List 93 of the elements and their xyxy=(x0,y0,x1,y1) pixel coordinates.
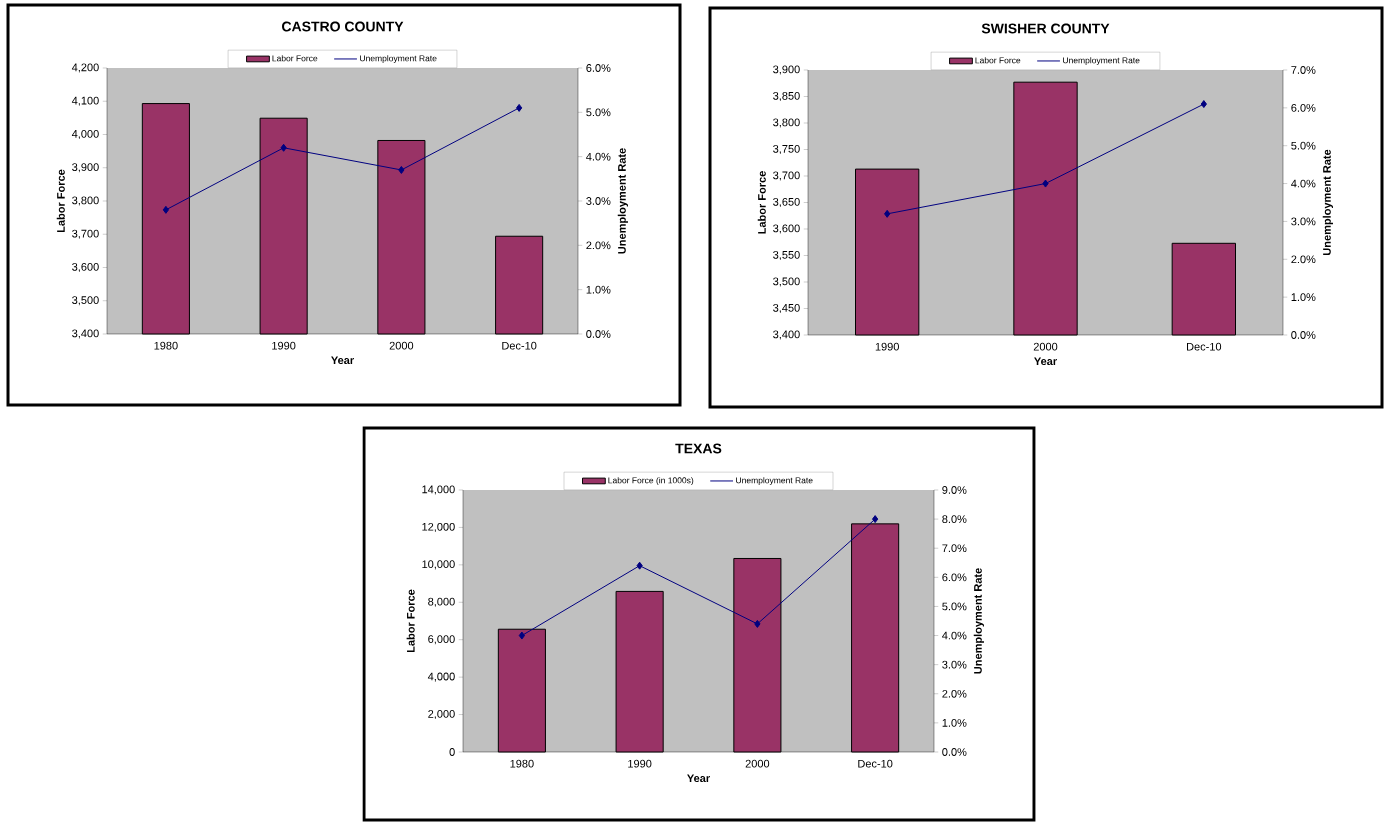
y-tick-label: 0 xyxy=(449,748,455,756)
y2-tick-label: 9.0% xyxy=(942,486,967,494)
y-tick-label: 4,000 xyxy=(71,129,99,140)
y-tick-label: 3,800 xyxy=(72,196,99,206)
x-tick-label: Dec-10 xyxy=(502,341,537,350)
y2-tick-label: 4.0% xyxy=(1291,179,1316,188)
y-axis-title: Labor Force xyxy=(56,169,65,233)
y-axis-title: Labor Force xyxy=(757,171,766,234)
y-tick-label: 3,700 xyxy=(72,229,99,239)
x-tick-label: 2000 xyxy=(745,759,770,768)
y-tick-label: 3,500 xyxy=(72,296,99,306)
y-tick-label: 3,600 xyxy=(773,224,800,234)
y-tick-label: 14,000 xyxy=(422,485,455,495)
point xyxy=(162,205,170,214)
y-tick-label: 6,000 xyxy=(428,635,455,645)
y-tick-label: 8,000 xyxy=(428,597,455,607)
y-tick-label: 4,200 xyxy=(71,63,99,73)
x-tick-label: 1990 xyxy=(628,759,652,768)
chart-title: TEXAS xyxy=(675,443,722,454)
y-tick-label: 3,900 xyxy=(773,65,800,75)
x-tick-label: 1990 xyxy=(875,342,899,351)
y-tick-label: 12,000 xyxy=(422,522,455,532)
point xyxy=(518,631,526,640)
y-tick-label: 3,500 xyxy=(773,277,800,287)
x-tick-label: 1980 xyxy=(510,759,534,768)
x-tick-label: 2000 xyxy=(389,341,414,350)
x-axis-title: Year xyxy=(687,774,710,783)
y2-tick-label: 5.0% xyxy=(942,602,967,611)
y2-tick-label: 1.0% xyxy=(586,285,611,294)
y2-tick-label: 1.0% xyxy=(942,718,967,727)
y-tick-label: 3,550 xyxy=(773,250,800,261)
y2-tick-label: 0.0% xyxy=(586,330,611,338)
y2-tick-label: 7.0% xyxy=(1291,66,1316,74)
legend-label: Labor Force (in 1000s) xyxy=(608,477,694,486)
point xyxy=(398,165,405,174)
y2-tick-label: 4.0% xyxy=(942,631,967,640)
x-axis-title: Year xyxy=(331,356,354,365)
y-tick-label: 3,600 xyxy=(72,262,99,273)
y2-tick-label: 0.0% xyxy=(1291,331,1316,339)
y-tick-label: 3,850 xyxy=(773,91,800,102)
point xyxy=(1200,100,1207,109)
legend-label: Unemployment Rate xyxy=(1063,57,1140,66)
y-tick-label: 3,700 xyxy=(773,171,800,181)
y-tick-label: 2,000 xyxy=(428,710,455,720)
y2-tick-label: 3.0% xyxy=(942,660,967,669)
y2-tick-label: 8.0% xyxy=(942,515,967,523)
y-tick-label: 10,000 xyxy=(422,560,455,570)
y2-axis-title: Unemployment Rate xyxy=(973,568,984,674)
y2-tick-label: 6.0% xyxy=(942,573,967,582)
y2-tick-label: 0.0% xyxy=(942,748,967,756)
y2-axis-title: Unemployment Rate xyxy=(1322,149,1333,256)
y2-tick-label: 3.0% xyxy=(1291,217,1316,226)
y2-tick-label: 2.0% xyxy=(942,689,967,698)
point xyxy=(884,209,891,218)
y2-axis-title: Unemployment Rate xyxy=(617,148,628,254)
y2-tick-label: 4.0% xyxy=(586,152,611,161)
chart-title: SWISHER COUNTY xyxy=(981,23,1110,34)
y-tick-label: 3,800 xyxy=(773,118,800,128)
y-tick-label: 3,750 xyxy=(773,144,800,155)
x-tick-label: 2000 xyxy=(1033,342,1058,351)
y2-tick-label: 3.0% xyxy=(586,197,611,205)
point xyxy=(872,515,879,524)
point xyxy=(280,143,287,152)
legend-label: Labor Force xyxy=(975,57,1021,64)
y-tick-label: 4,100 xyxy=(71,96,99,106)
point xyxy=(636,561,643,570)
y-tick-label: 3,650 xyxy=(773,197,800,208)
point xyxy=(516,103,523,112)
y-tick-label: 3,400 xyxy=(773,330,800,340)
legend-label: Unemployment Rate xyxy=(736,477,813,486)
legend-label: Unemployment Rate xyxy=(360,55,437,64)
x-axis-title: Year xyxy=(1034,357,1057,366)
y2-tick-label: 6.0% xyxy=(586,64,611,72)
x-tick-label: Dec-10 xyxy=(858,759,893,768)
x-tick-label: Dec-10 xyxy=(1187,342,1222,351)
x-tick-label: 1990 xyxy=(272,341,296,350)
y-axis-title: Labor Force xyxy=(406,589,415,653)
y2-tick-label: 5.0% xyxy=(586,108,611,117)
y2-tick-label: 6.0% xyxy=(1291,103,1316,112)
y2-tick-label: 2.0% xyxy=(1291,255,1316,264)
y2-tick-label: 5.0% xyxy=(1291,141,1316,150)
y2-tick-label: 1.0% xyxy=(1291,293,1316,302)
y2-tick-label: 2.0% xyxy=(586,241,611,250)
y-tick-label: 3,450 xyxy=(773,303,800,314)
x-tick-label: 1980 xyxy=(154,341,178,350)
y-tick-label: 3,400 xyxy=(72,329,99,339)
point xyxy=(1042,179,1049,188)
y2-tick-label: 7.0% xyxy=(942,544,967,553)
y-tick-label: 4,000 xyxy=(427,672,455,682)
point xyxy=(754,619,761,628)
y-tick-label: 3,900 xyxy=(72,163,99,173)
legend-label: Labor Force xyxy=(272,55,318,62)
chart-title: CASTRO COUNTY xyxy=(282,21,404,32)
